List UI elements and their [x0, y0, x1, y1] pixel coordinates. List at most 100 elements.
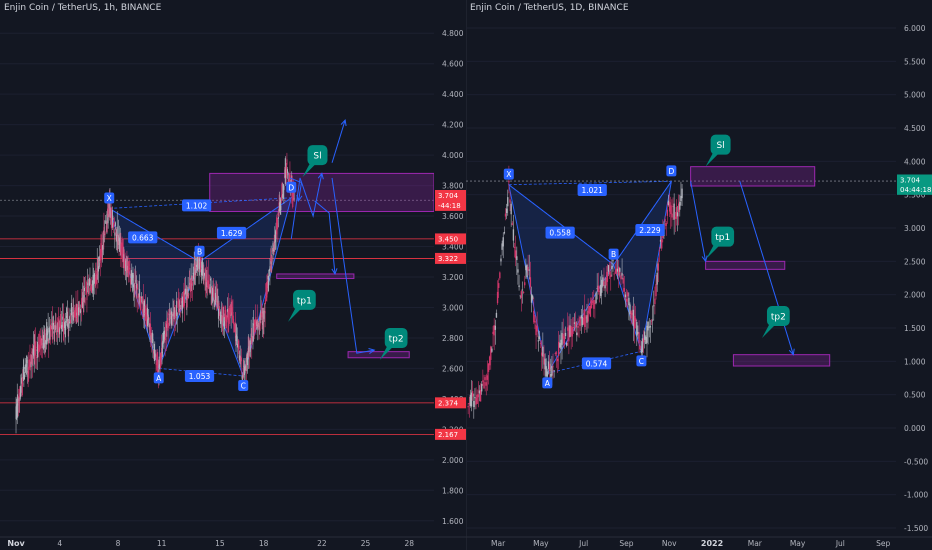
- candle-body: [193, 272, 195, 279]
- candle-body: [155, 364, 157, 366]
- candle-body: [88, 288, 90, 294]
- candle-body: [39, 341, 41, 350]
- candle-body: [286, 159, 288, 165]
- price-axis[interactable]: [434, 0, 466, 550]
- callout-tail: [705, 153, 719, 167]
- candle-body: [542, 346, 544, 357]
- candle-body: [263, 311, 265, 313]
- candle-body: [64, 322, 66, 328]
- candle-body: [528, 269, 530, 271]
- candle-body: [492, 331, 494, 334]
- y-tick-label: 0.000: [904, 424, 926, 433]
- candle-body: [269, 266, 271, 271]
- candle-body: [44, 329, 46, 348]
- candle-body: [673, 203, 675, 220]
- candle-body: [89, 278, 91, 285]
- y-tick-label: 5.500: [904, 57, 926, 66]
- candle-body: [147, 316, 149, 319]
- x-tick-label: 28: [404, 539, 414, 548]
- candle-body: [529, 277, 532, 288]
- candle-body: [555, 352, 558, 354]
- candle-body: [202, 266, 204, 269]
- candle-body: [601, 279, 603, 293]
- candle-body: [77, 307, 79, 316]
- candle-body: [636, 322, 638, 336]
- candle-body: [102, 232, 104, 246]
- sl-zone: [690, 166, 816, 187]
- candle-body: [80, 310, 82, 312]
- x-tick-label: Sep: [619, 539, 633, 548]
- candle-body: [612, 260, 614, 262]
- x-tick-label: May: [533, 539, 549, 548]
- candle-body: [157, 370, 159, 373]
- candle-body: [653, 305, 655, 307]
- candle-body: [196, 260, 198, 263]
- candle-body: [240, 358, 242, 360]
- candle-body: [638, 332, 640, 344]
- candle-body: [148, 323, 150, 330]
- candle-body: [24, 367, 26, 369]
- candle-body: [136, 296, 138, 299]
- y-tick-label: 4.200: [442, 121, 464, 130]
- candle-body: [469, 394, 472, 406]
- candle-body: [72, 314, 74, 316]
- candle-body: [87, 283, 89, 285]
- candle-body: [556, 358, 559, 362]
- y-tick-label: 3.500: [904, 191, 926, 200]
- candle-body: [584, 309, 586, 327]
- candle-body: [71, 308, 73, 324]
- candle-body: [494, 325, 496, 330]
- candle-body: [70, 310, 72, 312]
- candle-body: [128, 267, 130, 274]
- candle-body: [160, 353, 162, 365]
- candle-body: [244, 364, 246, 374]
- candle-body: [247, 348, 249, 354]
- pattern-point-label: B: [611, 250, 616, 259]
- candle-body: [187, 286, 189, 297]
- candle-body: [123, 259, 125, 268]
- candle-body: [31, 351, 33, 354]
- candle-body: [671, 213, 673, 218]
- ratio-value: 0.558: [549, 229, 571, 238]
- candle-body: [571, 327, 573, 337]
- candle-body: [121, 242, 123, 257]
- candle-body: [104, 233, 106, 235]
- candle-body: [518, 285, 520, 288]
- candle-body: [162, 338, 164, 343]
- candle-body: [267, 276, 269, 280]
- price-tag-label: 3.450: [438, 235, 458, 243]
- candle-body: [120, 243, 122, 255]
- candle-body: [279, 198, 281, 202]
- candle-body: [214, 293, 216, 301]
- candle-body: [498, 283, 500, 288]
- candle-body: [473, 400, 475, 408]
- candle-body: [222, 317, 224, 331]
- ratio-label: 1.102: [181, 199, 212, 212]
- callout-tp2: tp2: [379, 327, 408, 360]
- candle-body: [470, 392, 473, 407]
- candle-body: [637, 331, 639, 334]
- candle-body: [67, 311, 69, 327]
- candle-body: [585, 317, 587, 319]
- candle-body: [228, 307, 230, 321]
- candle-body: [248, 346, 250, 356]
- candle-body: [148, 317, 150, 326]
- x-tick-label: Sep: [876, 539, 890, 548]
- candle-body: [114, 222, 116, 227]
- candle-body: [535, 324, 537, 336]
- candle-body: [554, 353, 556, 355]
- candle-body: [625, 298, 628, 302]
- candle-body: [270, 261, 272, 264]
- candle-body: [559, 343, 561, 348]
- price-axis[interactable]: [896, 0, 932, 550]
- candle-body: [590, 300, 593, 309]
- candle-body: [117, 235, 119, 246]
- candle-body: [150, 323, 152, 337]
- callout-box: [384, 327, 408, 348]
- candle-body: [680, 196, 682, 202]
- candle-body: [615, 268, 618, 274]
- candle-body: [159, 358, 161, 365]
- callout-tail: [761, 325, 775, 338]
- pattern-point-badge: [153, 372, 164, 384]
- candle-body: [153, 349, 155, 355]
